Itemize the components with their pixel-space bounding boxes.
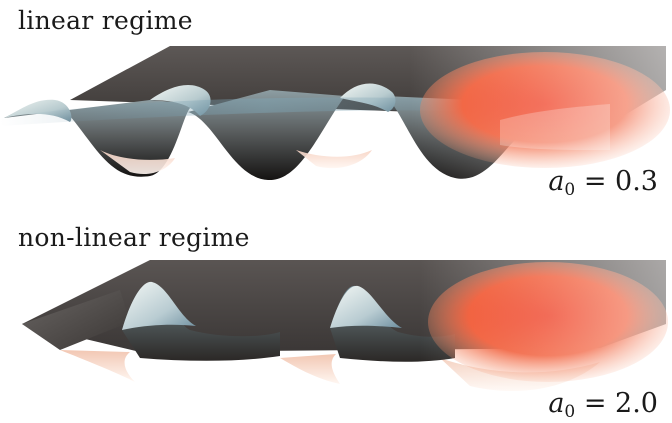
wave-crest-2 [330,285,402,328]
underside-lobe-2 [280,354,340,384]
param-a0-linear: a0 = 0.3 [548,166,658,200]
wave-trough-1 [4,100,200,177]
nonlinear-wave-surface [22,260,672,410]
linear-regime-title: linear regime [18,6,193,35]
blue-band [0,97,530,126]
nonlinear-regime-panel: non-linear regime [0,212,672,423]
nonlinear-regime-title: non-linear regime [18,223,250,252]
linear-wave-surface [0,46,672,196]
wave-crest-1 [4,99,72,122]
wave-crest-1 [122,281,196,330]
underside-lobe-2 [296,150,372,169]
right-fade [420,260,672,410]
linear-regime-panel: linear regime [0,6,672,200]
underside-lobe-1 [60,350,135,382]
right-fade [410,46,672,196]
underside-lobe-1 [100,150,175,175]
param-a0-nonlinear: a0 = 2.0 [548,388,658,422]
left-slab [22,290,130,350]
